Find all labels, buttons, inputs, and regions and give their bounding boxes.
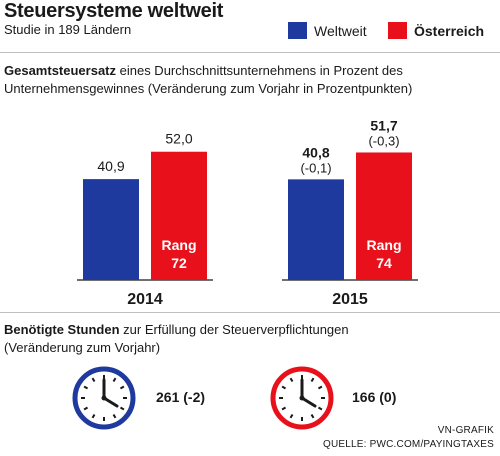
legend-label-weltweit: Weltweit <box>314 22 367 39</box>
bar-oesterreich-2015 <box>356 152 412 280</box>
data-label-weltweit-2015: 40,8 <box>302 144 329 160</box>
section1-line2: Unternehmensgewinnes (Veränderung zum Vo… <box>4 81 413 96</box>
data-label-oesterreich-2014: 52,0 <box>165 131 192 147</box>
divider-middle <box>0 312 500 313</box>
legend-item-weltweit: Weltweit <box>288 22 367 39</box>
legend-swatch-oesterreich <box>388 22 407 39</box>
clock-icon-weltweit <box>70 364 138 437</box>
section1-bold: Gesamtsteuersatz <box>4 63 116 78</box>
rank-label-2014: Rang <box>162 237 197 253</box>
category-label-2015: 2015 <box>332 291 368 308</box>
bar-oesterreich-2014 <box>151 151 207 280</box>
credit-source: QUELLE: PWC.COM/PAYINGTAXES <box>323 439 494 450</box>
rank-label-2015: Rang <box>367 237 402 253</box>
data-label-oesterreich-2015: 51,7 <box>370 117 397 133</box>
section2-description: Benötigte Stunden zur Erfüllung der Steu… <box>4 321 349 357</box>
clock-icon-oesterreich <box>268 364 336 437</box>
chart-subtitle: Studie in 189 Ländern <box>4 22 132 37</box>
legend-swatch-weltweit <box>288 22 307 39</box>
section1-description: Gesamtsteuersatz eines Durchschnittsunte… <box>4 62 412 98</box>
data-label-weltweit-2014: 40,9 <box>97 158 124 174</box>
section2-rest: zur Erfüllung der Steuerverpflichtungen <box>119 322 349 337</box>
change-label-oesterreich-2015: (-0,3) <box>368 133 399 148</box>
clock-value-oesterreich: 166 (0) <box>352 389 397 405</box>
legend-item-oesterreich: Österreich <box>388 22 484 39</box>
clock-value-weltweit: 261 (-2) <box>156 389 206 405</box>
section1-rest: eines Durchschnittsunternehmens in Proze… <box>116 63 403 78</box>
chart-title: Steuersysteme weltweit <box>4 0 224 22</box>
bar-weltweit-2015 <box>288 179 344 280</box>
legend-label-oesterreich: Österreich <box>414 22 485 39</box>
category-label-2014: 2014 <box>127 291 163 308</box>
rank-value-2015: 74 <box>376 255 392 271</box>
section2-bold: Benötigte Stunden <box>4 322 120 337</box>
section2-line2: (Veränderung zum Vorjahr) <box>4 340 161 355</box>
rank-value-2014: 72 <box>171 255 187 271</box>
bar-chart: 40,9 52,0 Rang 72 2014 40,8(-0,1) 51,7(-0,3) Ra… <box>77 117 418 308</box>
bar-weltweit-2014 <box>83 179 139 280</box>
credit-graphic: VN-GRAFIK <box>437 425 494 436</box>
change-label-weltweit-2015: (-0,1) <box>300 160 331 175</box>
divider-top <box>0 52 500 53</box>
